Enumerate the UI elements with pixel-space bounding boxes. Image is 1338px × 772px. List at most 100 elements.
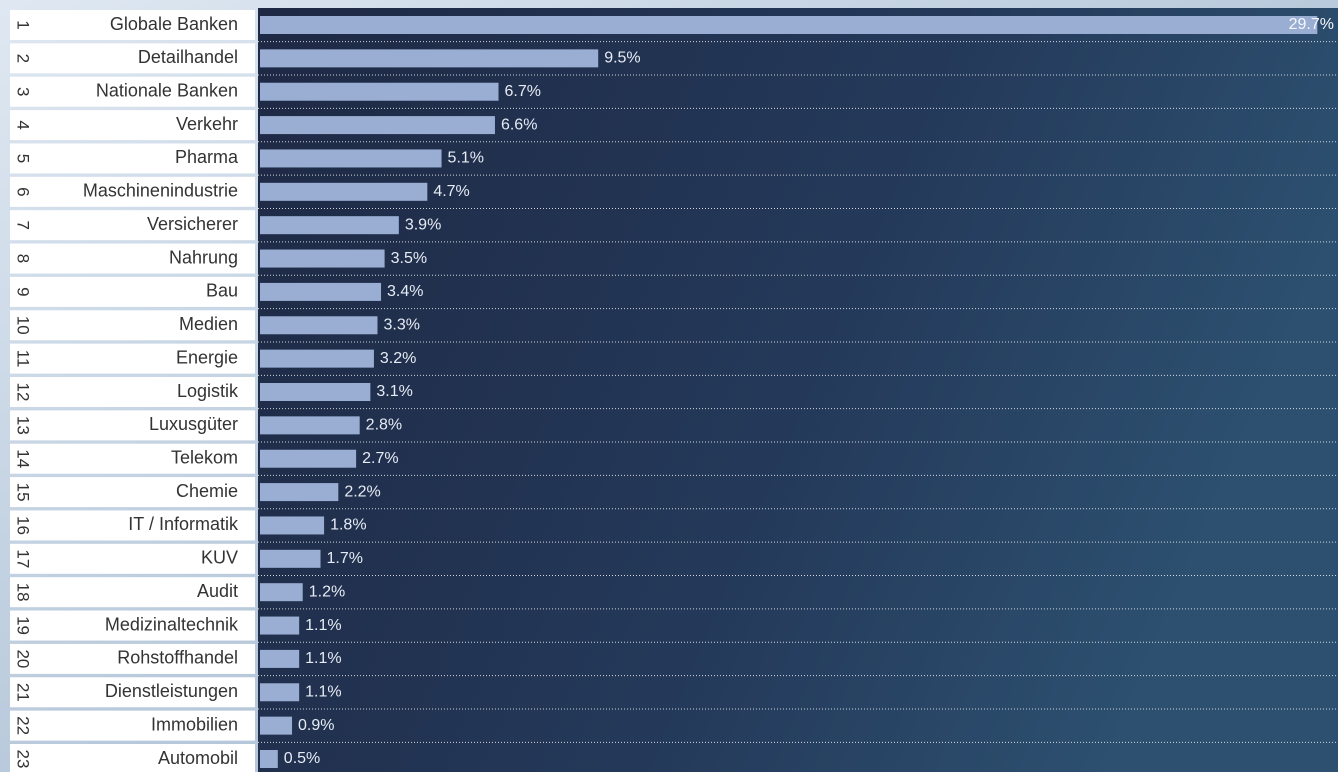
category-label: KUV bbox=[201, 548, 238, 568]
bar bbox=[260, 516, 325, 535]
category-label: Maschinenindustrie bbox=[83, 181, 238, 201]
value-label: 0.5% bbox=[284, 750, 320, 767]
rank-label: 5 bbox=[14, 154, 33, 163]
value-label: 1.7% bbox=[327, 550, 363, 567]
row-label-box bbox=[10, 176, 255, 207]
row-label-box bbox=[10, 744, 255, 772]
value-label: 1.8% bbox=[330, 517, 366, 534]
category-label: Pharma bbox=[175, 147, 239, 167]
row-label-box bbox=[10, 643, 255, 674]
rank-label: 21 bbox=[14, 683, 33, 702]
bar bbox=[260, 416, 360, 435]
rank-label: 4 bbox=[14, 120, 33, 129]
category-label: Medien bbox=[179, 314, 238, 334]
bar bbox=[260, 583, 303, 602]
category-label: Luxusgüter bbox=[149, 414, 238, 434]
value-label: 2.2% bbox=[344, 483, 380, 500]
value-label: 1.1% bbox=[305, 683, 341, 700]
row-label-box bbox=[10, 43, 255, 74]
category-label: Detailhandel bbox=[138, 47, 238, 67]
bar bbox=[260, 649, 300, 668]
row-label-box bbox=[10, 76, 255, 107]
rank-label: 3 bbox=[14, 87, 33, 96]
rank-label: 17 bbox=[14, 549, 33, 568]
plot-panel bbox=[258, 8, 1338, 772]
rank-label: 1 bbox=[14, 20, 33, 29]
rank-label: 6 bbox=[14, 187, 33, 196]
value-label: 2.7% bbox=[362, 450, 398, 467]
row-label-box bbox=[10, 10, 255, 40]
bar bbox=[260, 683, 300, 702]
row-label-box bbox=[10, 477, 255, 508]
bar bbox=[260, 282, 382, 301]
bar bbox=[260, 383, 371, 401]
bar bbox=[260, 716, 293, 735]
rank-label: 7 bbox=[14, 220, 33, 229]
rank-label: 14 bbox=[14, 449, 33, 468]
rank-label: 18 bbox=[14, 583, 33, 602]
value-label: 3.1% bbox=[376, 383, 412, 400]
category-label: Medizinaltechnik bbox=[105, 614, 239, 634]
bar bbox=[260, 182, 428, 201]
bar bbox=[260, 149, 442, 168]
category-label: Audit bbox=[197, 581, 238, 601]
row-label-box bbox=[10, 243, 255, 274]
bar bbox=[260, 349, 374, 368]
row-label-box bbox=[10, 510, 255, 541]
bar bbox=[260, 616, 300, 635]
row-label-box bbox=[10, 377, 255, 407]
value-label: 1.1% bbox=[305, 617, 341, 634]
rank-label: 11 bbox=[14, 350, 33, 368]
bar bbox=[260, 316, 378, 335]
rank-label: 9 bbox=[14, 287, 33, 296]
value-label: 2.8% bbox=[366, 417, 402, 434]
category-label: Versicherer bbox=[147, 214, 238, 234]
category-label: Automobil bbox=[158, 748, 238, 768]
category-label: IT / Informatik bbox=[128, 514, 239, 534]
rank-label: 22 bbox=[14, 716, 33, 735]
category-label: Globale Banken bbox=[110, 14, 238, 34]
rank-label: 19 bbox=[14, 616, 33, 635]
category-label: Energie bbox=[176, 347, 238, 367]
bar bbox=[260, 449, 357, 468]
row-label-box bbox=[10, 276, 255, 307]
bar bbox=[260, 116, 495, 135]
category-label: Logistik bbox=[177, 381, 239, 401]
row-label-box bbox=[10, 310, 255, 341]
rank-label: 23 bbox=[14, 750, 33, 769]
bar bbox=[260, 249, 385, 268]
row-label-box bbox=[10, 410, 255, 441]
bar bbox=[260, 16, 1318, 34]
row-label-box bbox=[10, 443, 255, 474]
row-label-box bbox=[10, 143, 255, 174]
value-label: 9.5% bbox=[604, 50, 640, 67]
bar bbox=[260, 216, 399, 235]
category-label: Bau bbox=[206, 281, 238, 301]
value-label: 5.1% bbox=[448, 150, 484, 167]
row-label-box bbox=[10, 110, 255, 141]
rank-label: 15 bbox=[14, 483, 33, 502]
bar bbox=[260, 549, 321, 568]
value-label: 3.5% bbox=[391, 250, 427, 267]
bar bbox=[260, 483, 339, 502]
category-label: Telekom bbox=[171, 447, 238, 467]
rank-label: 16 bbox=[14, 516, 33, 535]
bar bbox=[260, 750, 278, 768]
value-label: 6.7% bbox=[505, 83, 541, 100]
value-label: 3.4% bbox=[387, 283, 423, 300]
category-label: Nahrung bbox=[169, 247, 238, 267]
bar bbox=[260, 49, 599, 68]
rank-label: 8 bbox=[14, 254, 33, 263]
category-label: Nationale Banken bbox=[96, 80, 238, 100]
value-label: 3.3% bbox=[383, 316, 419, 333]
value-label: 3.9% bbox=[405, 216, 441, 233]
category-label: Rohstoffhandel bbox=[117, 648, 238, 668]
value-label: 6.6% bbox=[501, 116, 537, 133]
category-label: Dienstleistungen bbox=[105, 681, 238, 701]
category-label: Verkehr bbox=[176, 114, 238, 134]
value-label: 1.1% bbox=[305, 650, 341, 667]
bar bbox=[260, 82, 499, 101]
value-label: 1.2% bbox=[309, 583, 345, 600]
category-label: Chemie bbox=[176, 481, 238, 501]
